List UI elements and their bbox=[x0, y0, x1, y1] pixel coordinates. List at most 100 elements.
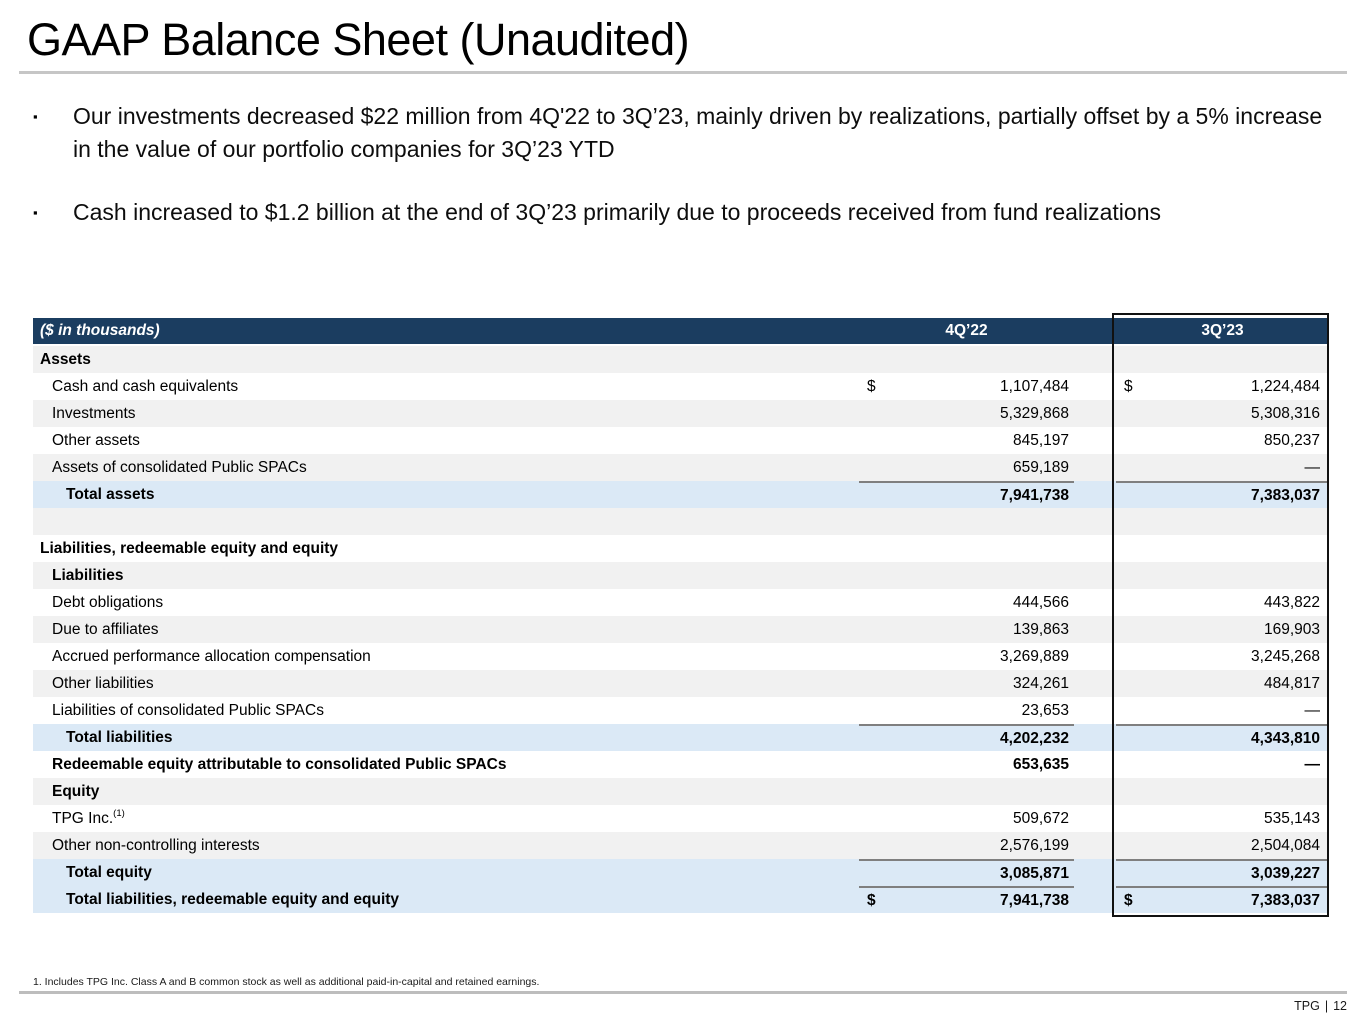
row-label: Redeemable equity attributable to consol… bbox=[52, 755, 507, 773]
footer-separator: | bbox=[1324, 999, 1329, 1013]
row-value-4q22: 324,261 bbox=[1012, 674, 1069, 692]
bullet-item: ▪ Our investments decreased $22 million … bbox=[33, 100, 1345, 166]
page-number: 12 bbox=[1333, 999, 1347, 1013]
row-value-3q23: — bbox=[1304, 458, 1321, 476]
column-gap bbox=[1074, 670, 1116, 697]
row-value-4q22 bbox=[859, 346, 1074, 373]
row-label: Other assets bbox=[52, 431, 140, 449]
dollar-sign: $ bbox=[1124, 891, 1133, 909]
column-gap bbox=[1074, 886, 1116, 913]
column-gap bbox=[1074, 481, 1116, 508]
row-label: Cash and cash equivalents bbox=[52, 377, 239, 395]
row-label: Due to affiliates bbox=[52, 620, 159, 638]
row-value-4q22: 139,863 bbox=[1012, 620, 1069, 638]
column-gap bbox=[1074, 508, 1116, 535]
row-value-4q22: 4,202,232 bbox=[859, 724, 1074, 751]
row-value-4q22 bbox=[859, 508, 1074, 535]
page-footer: TPG | 12 bbox=[1294, 999, 1347, 1013]
row-value-3q23 bbox=[1116, 346, 1329, 373]
column-gap bbox=[1074, 318, 1116, 344]
row-value-3q23 bbox=[1116, 562, 1329, 589]
table-row: Accrued performance allocation compensat… bbox=[33, 643, 1329, 670]
row-value-4q22: 3,269,889 bbox=[1000, 647, 1069, 665]
table-row: Total liabilities, redeemable equity and… bbox=[33, 886, 1329, 913]
table-row: Due to affiliates 139,863 169,903 bbox=[33, 616, 1329, 643]
column-gap bbox=[1074, 346, 1116, 373]
table-row: Total equity 3,085,871 3,039,227 bbox=[33, 859, 1329, 886]
row-value-3q23 bbox=[1116, 778, 1329, 805]
table-row: Other non-controlling interests 2,576,19… bbox=[33, 832, 1329, 859]
row-value-4q22: 659,189 bbox=[1012, 458, 1069, 476]
table-row: Other liabilities 324,261 484,817 bbox=[33, 670, 1329, 697]
table-header-row: ($ in thousands) 4Q’22 3Q’23 bbox=[33, 318, 1329, 346]
row-value-4q22: 2,576,199 bbox=[1000, 836, 1069, 854]
bullet-text: Cash increased to $1.2 billion at the en… bbox=[73, 199, 1161, 225]
table-header-units: ($ in thousands) bbox=[40, 322, 160, 339]
column-gap bbox=[1074, 778, 1116, 805]
title-divider bbox=[19, 71, 1347, 74]
column-gap bbox=[1074, 643, 1116, 670]
table-body: Assets Cash and cash equivalents $1,107,… bbox=[33, 346, 1329, 913]
table-row: Liabilities of consolidated Public SPACs… bbox=[33, 697, 1329, 724]
row-label: Total liabilities bbox=[66, 728, 173, 746]
row-label: Equity bbox=[52, 782, 100, 800]
row-label: Assets of consolidated Public SPACs bbox=[52, 458, 307, 476]
row-value-3q23: 3,039,227 bbox=[1116, 859, 1329, 886]
brand-name: TPG bbox=[1294, 999, 1320, 1013]
row-label bbox=[33, 508, 859, 535]
table-row: Assets of consolidated Public SPACs 659,… bbox=[33, 454, 1329, 481]
footnote: 1. Includes TPG Inc. Class A and B commo… bbox=[33, 976, 540, 988]
row-label: TPG Inc. (1) bbox=[52, 808, 125, 827]
row-value-4q22: 23,653 bbox=[1021, 701, 1069, 719]
row-value-3q23: 4,343,810 bbox=[1116, 724, 1329, 751]
row-value-4q22 bbox=[859, 778, 1074, 805]
row-value-4q22: 845,197 bbox=[1012, 431, 1069, 449]
table-row: Investments 5,329,868 5,308,316 bbox=[33, 400, 1329, 427]
row-value-3q23: 443,822 bbox=[1263, 593, 1320, 611]
row-value-4q22: 444,566 bbox=[1012, 593, 1069, 611]
row-value-3q23: 5,308,316 bbox=[1251, 404, 1320, 422]
balance-sheet-table: ($ in thousands) 4Q’22 3Q’23 Assets Cash… bbox=[33, 313, 1329, 917]
row-value-4q22: 7,941,738 bbox=[859, 481, 1074, 508]
row-value-3q23 bbox=[1116, 508, 1329, 535]
row-value-3q23: 535,143 bbox=[1263, 809, 1320, 827]
column-gap bbox=[1074, 427, 1116, 454]
column-gap bbox=[1074, 400, 1116, 427]
table-header-4q22: 4Q’22 bbox=[945, 322, 988, 339]
table-header-3q23: 3Q’23 bbox=[1201, 322, 1244, 339]
dollar-sign: $ bbox=[1124, 377, 1133, 395]
row-label: Accrued performance allocation compensat… bbox=[52, 647, 371, 665]
row-value-3q23: $7,383,037 bbox=[1116, 886, 1329, 913]
row-value-3q23: 7,383,037 bbox=[1116, 481, 1329, 508]
table-row: Debt obligations 444,566 443,822 bbox=[33, 589, 1329, 616]
bullet-text: Our investments decreased $22 million fr… bbox=[73, 103, 1323, 162]
bullet-square-icon: ▪ bbox=[33, 109, 38, 124]
table-row: Redeemable equity attributable to consol… bbox=[33, 751, 1329, 778]
row-value-3q23: 169,903 bbox=[1263, 620, 1320, 638]
column-gap bbox=[1074, 859, 1116, 886]
row-label: Debt obligations bbox=[52, 593, 164, 611]
table-row: Other assets 845,197 850,237 bbox=[33, 427, 1329, 454]
row-label: Total equity bbox=[66, 863, 152, 881]
row-value-3q23: 484,817 bbox=[1263, 674, 1320, 692]
row-value-4q22 bbox=[859, 535, 1074, 562]
column-gap bbox=[1074, 697, 1116, 724]
bullet-item: ▪ Cash increased to $1.2 billion at the … bbox=[33, 196, 1345, 229]
row-value-4q22: 509,672 bbox=[1012, 809, 1069, 827]
bullet-list: ▪ Our investments decreased $22 million … bbox=[33, 100, 1345, 259]
footnote-marker: (1) bbox=[113, 808, 125, 819]
table-row bbox=[33, 508, 1329, 535]
table-row: Equity bbox=[33, 778, 1329, 805]
row-value-3q23: 3,245,268 bbox=[1251, 647, 1320, 665]
table-row: Total liabilities 4,202,232 4,343,810 bbox=[33, 724, 1329, 751]
row-label: Liabilities of consolidated Public SPACs bbox=[52, 701, 324, 719]
row-value-4q22: $1,107,484 bbox=[867, 377, 1069, 395]
column-gap bbox=[1074, 562, 1116, 589]
column-gap bbox=[1074, 373, 1116, 400]
table-row: Liabilities, redeemable equity and equit… bbox=[33, 535, 1329, 562]
column-gap bbox=[1074, 832, 1116, 859]
row-label: Investments bbox=[52, 404, 136, 422]
column-gap bbox=[1074, 724, 1116, 751]
row-value-4q22: 5,329,868 bbox=[1000, 404, 1069, 422]
